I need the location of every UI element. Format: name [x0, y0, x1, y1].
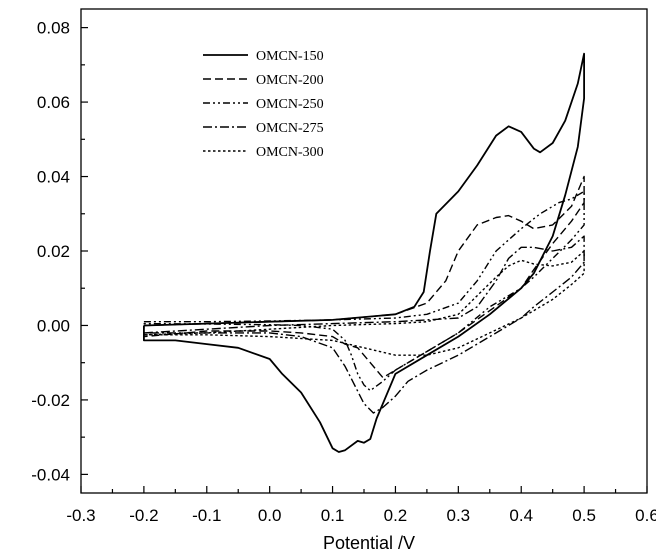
- plot-frame: [80, 8, 648, 494]
- legend-label: OMCN-250: [256, 97, 324, 112]
- x-tick-label: 0.5: [572, 506, 596, 525]
- series-group: [142, 52, 585, 453]
- x-tick-label: 0.0: [258, 506, 282, 525]
- y-tick-label: 0.06: [37, 93, 70, 112]
- y-tick-label: -0.04: [31, 465, 70, 484]
- x-tick-labels: -0.3 -0.2 -0.1 0.0 0.1 0.2 0.3 0.4 0.5 0.6: [66, 506, 656, 525]
- series-line-omcn-300: [143, 250, 585, 356]
- series-line-omcn-200: [143, 175, 585, 379]
- legend-label: OMCN-275: [256, 121, 324, 136]
- x-tick-label: 0.6: [635, 506, 656, 525]
- legend-label: OMCN-200: [256, 73, 324, 88]
- y-tick-label: -0.02: [31, 391, 70, 410]
- y-tick-label: 0.00: [37, 316, 70, 335]
- legend-label: OMCN-300: [256, 145, 324, 160]
- axis-ticks: [80, 27, 648, 493]
- x-tick-label: 0.2: [384, 506, 408, 525]
- y-tick-label: 0.02: [37, 242, 70, 261]
- legend-label: OMCN-150: [256, 49, 324, 64]
- series-line-omcn-150: [142, 52, 585, 453]
- x-tick-label: -0.1: [192, 506, 221, 525]
- y-tick-labels: -0.04 -0.02 0.00 0.02 0.04 0.06 0.08: [31, 19, 70, 485]
- series-line-omcn-275: [143, 235, 585, 414]
- x-tick-label: -0.3: [66, 506, 95, 525]
- series-line-omcn-250: [143, 190, 585, 392]
- x-tick-label: 0.3: [447, 506, 471, 525]
- x-tick-label: -0.2: [129, 506, 158, 525]
- x-axis-title: Potential /V: [323, 533, 415, 552]
- y-tick-label: 0.08: [37, 19, 70, 38]
- x-tick-label: 0.4: [509, 506, 533, 525]
- x-tick-label: 0.1: [321, 506, 345, 525]
- legend: OMCN-150 OMCN-200 OMCN-250 OMCN-275 OMCN-300: [203, 49, 324, 160]
- y-tick-label: 0.04: [37, 168, 70, 187]
